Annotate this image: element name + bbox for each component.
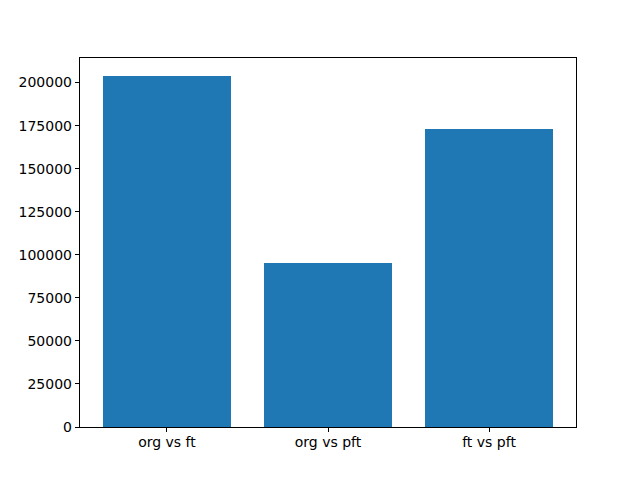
y-tick-mark <box>75 383 79 384</box>
y-tick-mark <box>75 340 79 341</box>
x-tick-label: org vs ft <box>97 434 237 450</box>
x-tick-label: org vs pft <box>258 434 398 450</box>
y-tick-label: 125000 <box>0 204 72 220</box>
y-tick-label: 150000 <box>0 161 72 177</box>
y-tick-mark <box>75 168 79 169</box>
y-tick-label: 50000 <box>0 333 72 349</box>
y-tick-mark <box>75 297 79 298</box>
y-tick-label: 75000 <box>0 290 72 306</box>
y-tick-mark <box>75 254 79 255</box>
y-tick-mark <box>75 125 79 126</box>
y-tick-label: 25000 <box>0 376 72 392</box>
y-tick-label: 175000 <box>0 118 72 134</box>
bar-org-vs-ft <box>103 76 232 427</box>
y-tick-mark <box>75 211 79 212</box>
x-tick-mark <box>489 428 490 432</box>
figure: 0 25000 50000 75000 100000 125000 150000 175000… <box>0 0 640 480</box>
x-tick-mark <box>166 428 167 432</box>
bar-ft-vs-pft <box>425 129 554 427</box>
y-tick-mark <box>75 82 79 83</box>
bar-org-vs-pft <box>264 263 393 427</box>
x-tick-label: ft vs pft <box>419 434 559 450</box>
y-tick-label: 100000 <box>0 247 72 263</box>
y-tick-label: 0 <box>0 419 72 435</box>
x-tick-mark <box>328 428 329 432</box>
y-tick-mark <box>75 427 79 428</box>
y-tick-label: 200000 <box>0 74 72 90</box>
